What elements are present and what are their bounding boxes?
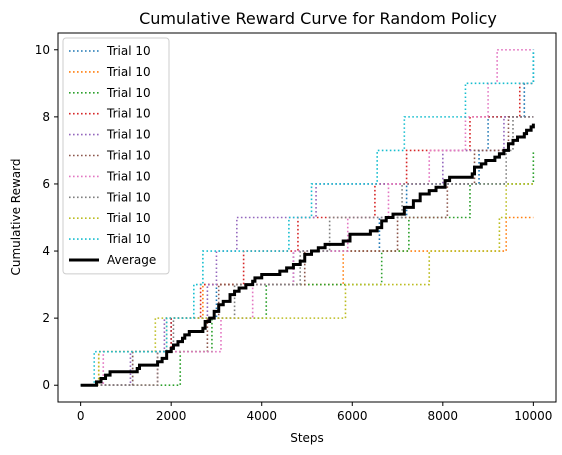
legend-label: Trial 10 [106,190,151,204]
y-tick-label: 4 [42,244,50,258]
legend: Trial 10 Trial 10 Trial 10 Trial 10 Trial 10… [62,37,170,275]
legend-box [62,37,170,275]
y-tick-label: 8 [42,110,50,124]
chart-title: Cumulative Reward Curve for Random Polic… [139,9,497,28]
legend-label: Average [107,253,156,267]
y-tick-label: 6 [42,177,50,191]
y-tick-label: 0 [42,378,50,392]
x-tick-label: 6000 [337,409,368,423]
y-tick-label: 2 [42,311,50,325]
legend-label: Trial 10 [106,149,151,163]
trial-line-6 [80,116,534,387]
y-axis-label: Cumulative Reward [9,159,23,276]
axes-frame [57,32,557,403]
legend-label: Trial 10 [106,107,151,121]
trial-line-10 [80,49,535,387]
trial-line-2 [80,216,534,387]
x-tick-label: 4000 [246,409,277,423]
x-tick-label: 2000 [156,409,187,423]
legend-label: Trial 10 [106,232,151,246]
x-tick-label: 8000 [428,409,459,423]
legend-label: Trial 10 [106,44,151,58]
x-axis-ticks: 0 2000 4000 6000 8000 10000 [77,402,552,423]
y-axis-ticks: 0 2 4 6 8 10 [35,43,58,392]
legend-label: Trial 10 [106,128,151,142]
x-tick-label: 10000 [514,409,552,423]
x-tick-label: 0 [77,409,85,423]
legend-label: Trial 10 [106,211,151,225]
legend-label: Trial 10 [106,169,151,183]
legend-label: Trial 10 [106,65,151,79]
x-axis-label: Steps [290,431,324,445]
y-tick-label: 10 [35,43,50,57]
trial-line-4 [80,82,534,387]
average-line [80,123,535,387]
legend-label: Trial 10 [106,86,151,100]
trial-line-7 [80,48,534,387]
plot-area [80,48,535,387]
